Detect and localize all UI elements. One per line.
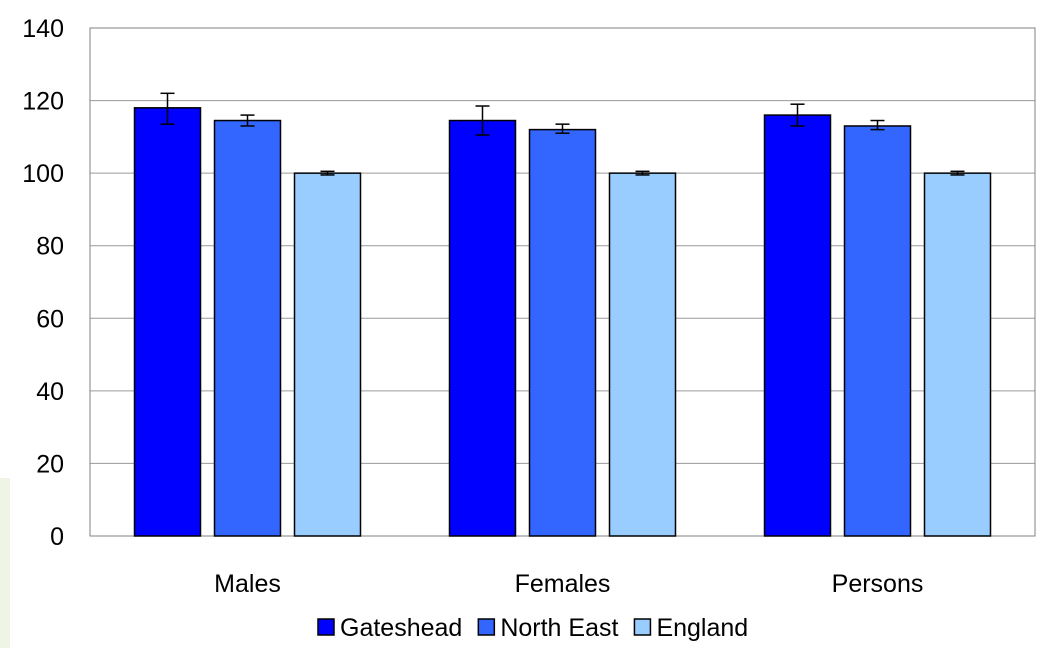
error-bar-persons-england [950, 170, 965, 176]
legend-label: North East [500, 614, 618, 642]
error-bar-females-north-east [555, 123, 570, 134]
error-bar-females-gateshead [475, 105, 490, 136]
error-bar-males-gateshead [160, 92, 175, 125]
y-tick-label: 80 [36, 233, 64, 261]
bar-persons-england [923, 172, 992, 537]
y-tick-label: 0 [50, 523, 64, 551]
bar-persons-gateshead [763, 114, 832, 537]
y-tick-label: 140 [22, 15, 64, 43]
y-tick-label: 100 [22, 160, 64, 188]
bar-females-north-east [528, 128, 597, 537]
legend: Gateshead North East England [317, 614, 748, 642]
bar-males-north-east [213, 119, 282, 537]
legend-item-gateshead: Gateshead [317, 614, 462, 642]
bar-females-england [608, 172, 677, 537]
error-bar-females-england [635, 170, 650, 176]
legend-swatch [317, 618, 335, 636]
category-label: Persons [832, 570, 924, 598]
error-bar-persons-north-east [870, 119, 885, 131]
error-bar-persons-gateshead [790, 103, 805, 127]
legend-item-england: England [633, 614, 748, 642]
bars [133, 107, 992, 537]
bar-males-england [293, 172, 362, 537]
bar-males-gateshead [133, 107, 202, 537]
error-bar-males-england [320, 170, 335, 176]
error-bar-males-north-east [240, 114, 255, 127]
legend-label: England [656, 614, 748, 642]
legend-item-north-east: North East [477, 614, 618, 642]
side-band [0, 478, 10, 648]
y-tick-label: 120 [22, 88, 64, 116]
category-labels: Males Females Persons [214, 570, 923, 598]
category-label: Females [515, 570, 611, 598]
legend-swatch [477, 618, 496, 636]
legend-swatch [633, 618, 652, 636]
y-axis-ticks: 0 20 40 60 80 100 120 140 [22, 15, 64, 551]
category-label: Males [214, 570, 281, 598]
error-bars [160, 92, 965, 176]
y-tick-label: 40 [36, 378, 64, 406]
bar-females-gateshead [448, 119, 517, 537]
y-tick-label: 20 [36, 450, 64, 478]
y-tick-label: 60 [36, 305, 64, 333]
bar-persons-north-east [843, 125, 912, 537]
legend-label: Gateshead [340, 614, 462, 642]
